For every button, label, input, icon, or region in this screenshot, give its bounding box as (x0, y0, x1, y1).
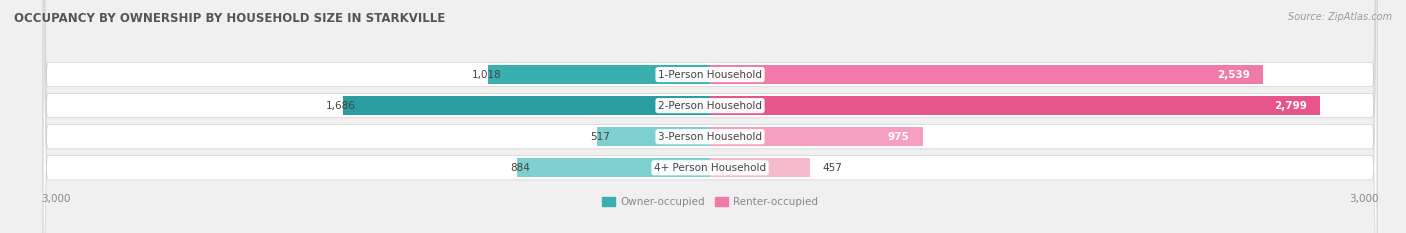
Bar (710, 96, 1320, 115)
Bar (598, 127, 710, 146)
FancyBboxPatch shape (44, 0, 1376, 233)
Text: Source: ZipAtlas.com: Source: ZipAtlas.com (1288, 12, 1392, 22)
Bar (710, 65, 1264, 84)
Bar (488, 65, 710, 84)
Text: 3-Person Household: 3-Person Household (658, 132, 762, 142)
FancyBboxPatch shape (44, 0, 1376, 233)
Text: 4+ Person Household: 4+ Person Household (654, 163, 766, 173)
Text: 975: 975 (887, 132, 910, 142)
Legend: Owner-occupied, Renter-occupied: Owner-occupied, Renter-occupied (598, 193, 823, 211)
Text: 2-Person Household: 2-Person Household (658, 101, 762, 111)
Bar (710, 158, 810, 177)
Text: 517: 517 (591, 132, 610, 142)
Text: 1,686: 1,686 (326, 101, 356, 111)
Text: 457: 457 (823, 163, 842, 173)
Text: 1,018: 1,018 (471, 70, 502, 79)
Text: 2,539: 2,539 (1218, 70, 1250, 79)
Bar (343, 96, 710, 115)
Text: OCCUPANCY BY OWNERSHIP BY HOUSEHOLD SIZE IN STARKVILLE: OCCUPANCY BY OWNERSHIP BY HOUSEHOLD SIZE… (14, 12, 446, 25)
Bar (517, 158, 710, 177)
Text: 2,799: 2,799 (1274, 101, 1308, 111)
FancyBboxPatch shape (44, 0, 1376, 233)
Bar (710, 127, 922, 146)
Text: 884: 884 (510, 163, 530, 173)
Text: 1-Person Household: 1-Person Household (658, 70, 762, 79)
FancyBboxPatch shape (44, 0, 1376, 233)
